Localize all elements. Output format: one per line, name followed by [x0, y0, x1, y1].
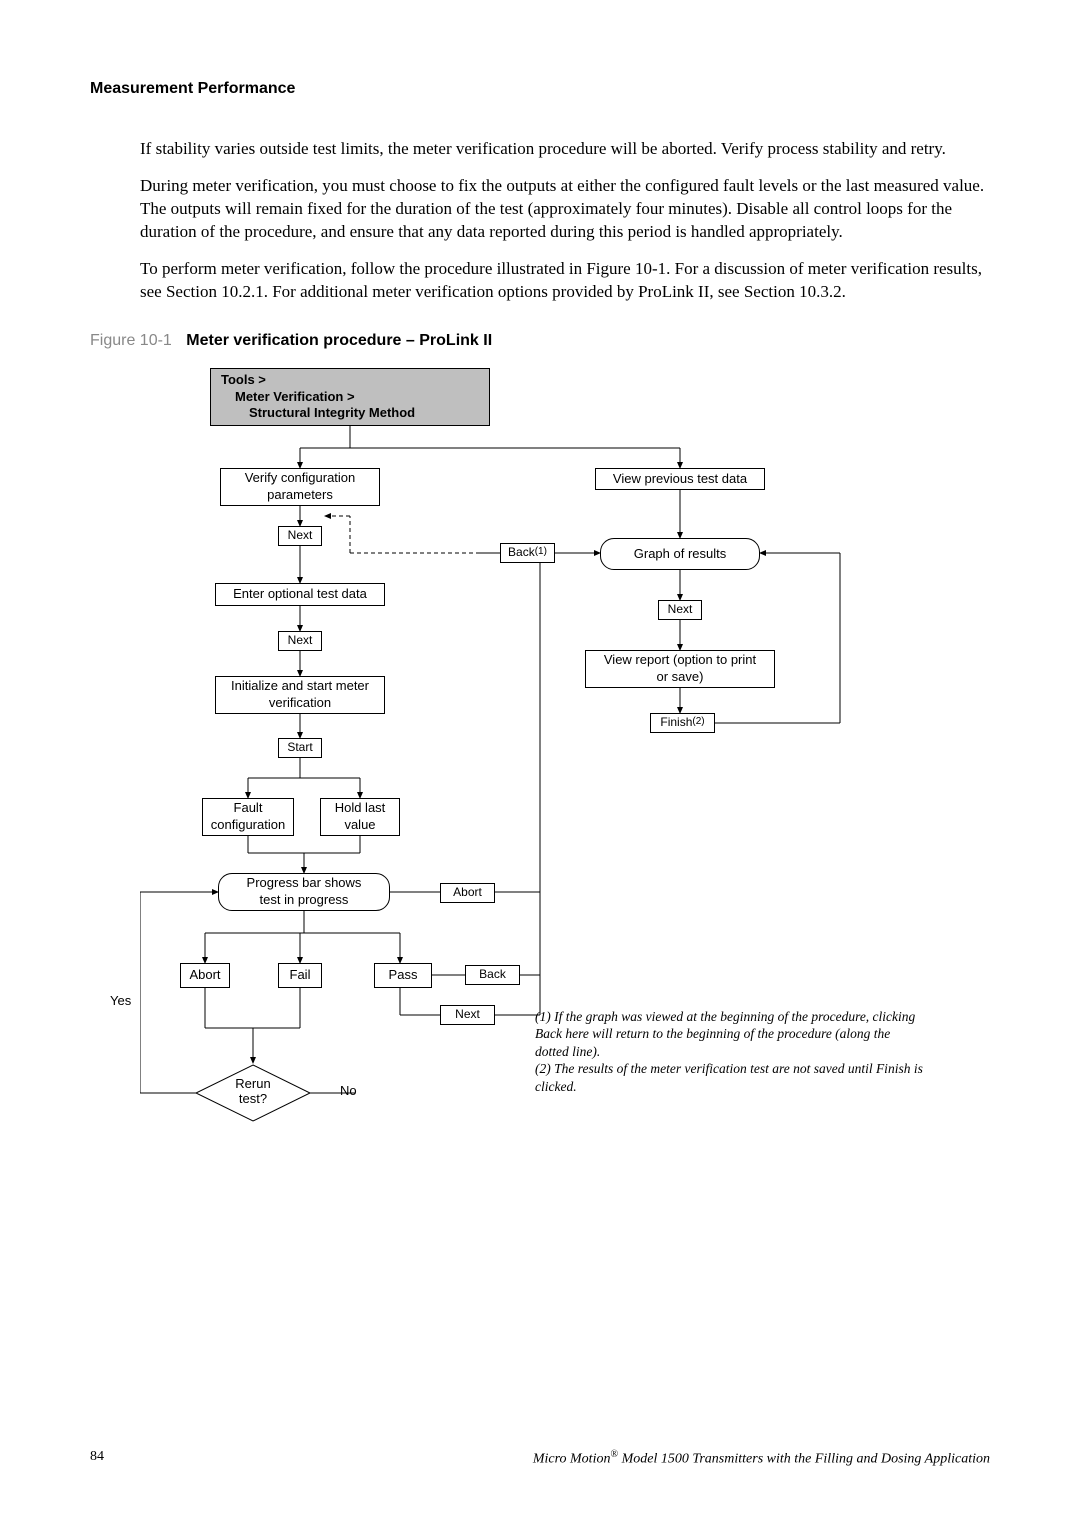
init-box: Initialize and start meter verification — [215, 676, 385, 714]
hold-last-box: Hold last value — [320, 798, 400, 836]
progress-box: Progress bar shows test in progress — [218, 873, 390, 911]
verify-config-box: Verify configuration parameters — [220, 468, 380, 506]
paragraph-1: If stability varies outside test limits,… — [140, 138, 990, 161]
next-3-button: Next — [440, 1005, 495, 1025]
paragraph-3: To perform meter verification, follow th… — [140, 258, 990, 304]
next-2-button: Next — [278, 631, 322, 651]
menu-l1: Tools > — [221, 372, 479, 388]
next-4-button: Next — [658, 600, 702, 620]
pass-result-box: Pass — [374, 963, 432, 988]
section-header: Measurement Performance — [90, 80, 990, 98]
figure-number: Figure 10-1 — [90, 332, 172, 349]
view-previous-box: View previous test data — [595, 468, 765, 490]
graph-results-box: Graph of results — [600, 538, 760, 570]
next-1-button: Next — [278, 526, 322, 546]
view-report-box: View report (option to print or save) — [585, 650, 775, 688]
paragraph-2: During meter verification, you must choo… — [140, 175, 990, 244]
fail-result-box: Fail — [278, 963, 322, 988]
footnote-2: (2) The results of the meter verificatio… — [535, 1060, 925, 1095]
menu-l3: Structural Integrity Method — [221, 405, 479, 421]
finish-button: Finish(2) — [650, 713, 715, 733]
enter-data-box: Enter optional test data — [215, 583, 385, 606]
menu-l2: Meter Verification > — [221, 389, 479, 405]
no-label: No — [340, 1083, 357, 1098]
abort-result-box: Abort — [180, 963, 230, 988]
rerun-diamond-label: Rerun test? — [225, 1076, 281, 1106]
back-1-button: Back(1) — [500, 543, 555, 563]
flowchart: Tools > Meter Verification > Structural … — [140, 368, 1040, 1268]
back-button: Back — [465, 965, 520, 985]
page-footer: 84 Micro Motion® Model 1500 Transmitters… — [90, 1449, 990, 1468]
page-number: 84 — [90, 1449, 104, 1468]
figure-caption: Figure 10-1 Meter verification procedure… — [90, 332, 990, 350]
abort-button: Abort — [440, 883, 495, 903]
yes-label: Yes — [110, 993, 131, 1008]
fault-config-box: Fault configuration — [202, 798, 294, 836]
start-button: Start — [278, 738, 322, 758]
figure-title: Meter verification procedure – ProLink I… — [186, 332, 492, 349]
doc-title-footer: Micro Motion® Model 1500 Transmitters wi… — [533, 1449, 990, 1468]
footnote-1: (1) If the graph was viewed at the begin… — [535, 1008, 925, 1061]
footnotes: (1) If the graph was viewed at the begin… — [535, 1008, 925, 1096]
menu-path-box: Tools > Meter Verification > Structural … — [210, 368, 490, 426]
